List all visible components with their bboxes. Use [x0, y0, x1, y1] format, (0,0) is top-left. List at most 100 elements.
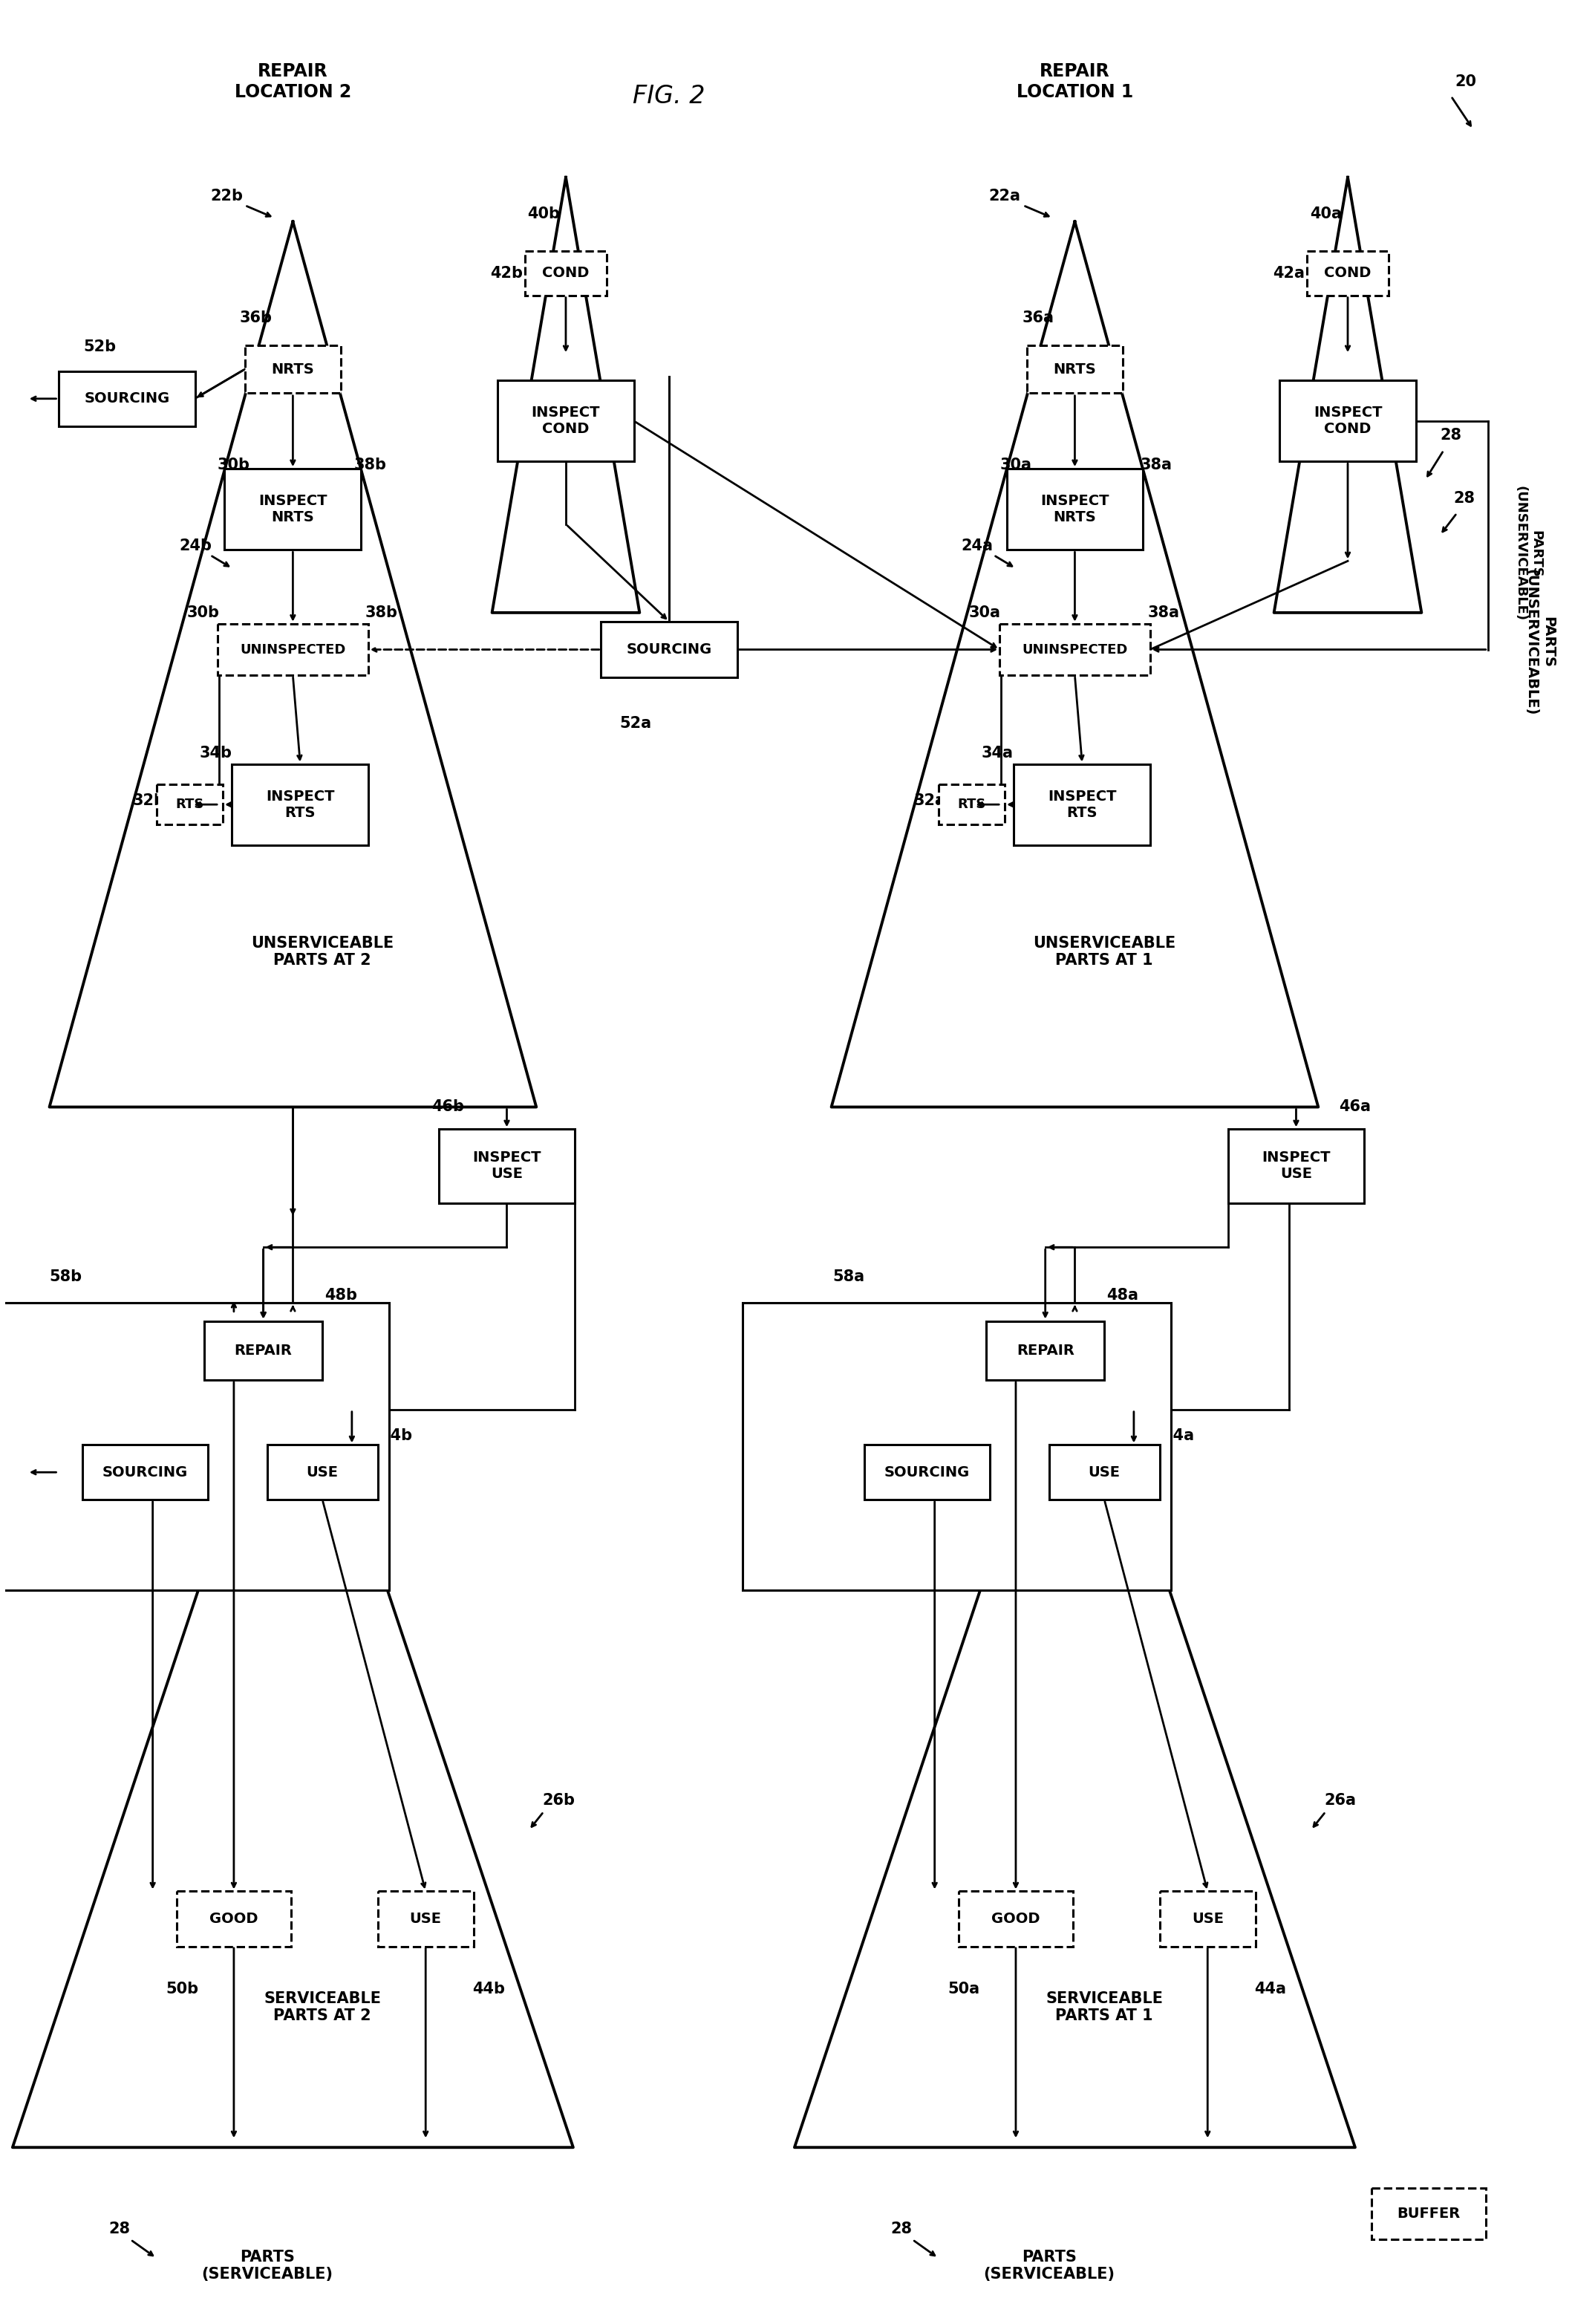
Text: PARTS
(SERVICEABLE): PARTS (SERVICEABLE) [982, 2250, 1115, 2282]
Text: 48b: 48b [324, 1287, 357, 1304]
Bar [1049, 1446, 1160, 1499]
Text: 20: 20 [1456, 74, 1476, 88]
Text: 28: 28 [1454, 490, 1475, 507]
Bar [1280, 381, 1416, 462]
Text: 56a: 56a [850, 1427, 883, 1443]
Text: NRTS: NRTS [1053, 363, 1096, 376]
Bar [377, 1892, 473, 1945]
Text: 28: 28 [1440, 428, 1462, 444]
Text: 38a: 38a [1148, 604, 1179, 621]
Text: INSPECT
RTS: INSPECT RTS [1049, 790, 1116, 820]
Text: UNSERVICEABLE
PARTS AT 1: UNSERVICEABLE PARTS AT 1 [1033, 937, 1176, 969]
Text: 34b: 34b [200, 746, 231, 760]
Bar [0, 1301, 388, 1590]
Bar [1027, 346, 1122, 393]
Bar [58, 372, 195, 425]
Bar [1006, 469, 1143, 551]
Bar [744, 1301, 1171, 1590]
Bar [83, 1446, 208, 1499]
Bar [1228, 1129, 1364, 1204]
Bar [439, 1129, 575, 1204]
Text: 26a: 26a [1324, 1794, 1357, 1808]
Text: UNINSPECTED: UNINSPECTED [241, 644, 346, 655]
Bar [225, 469, 362, 551]
Text: 54b: 54b [380, 1427, 412, 1443]
Text: UNSERVICEABLE
PARTS AT 2: UNSERVICEABLE PARTS AT 2 [252, 937, 393, 969]
Bar [233, 765, 368, 846]
Text: 32a: 32a [913, 792, 945, 809]
Text: 40b: 40b [527, 207, 560, 221]
Text: SOURCING: SOURCING [885, 1464, 970, 1480]
Text: FIG. 2: FIG. 2 [634, 84, 706, 109]
Text: INSPECT
USE: INSPECT USE [1262, 1150, 1330, 1181]
Bar [959, 1892, 1074, 1945]
Text: 52b: 52b [83, 339, 116, 356]
Text: PROCURE
OPERATION: PROCURE OPERATION [839, 1336, 934, 1367]
Text: SOURCING: SOURCING [102, 1464, 189, 1480]
Text: USE: USE [410, 1913, 442, 1927]
Text: 44b: 44b [472, 1982, 505, 1996]
Text: 30a: 30a [968, 604, 1001, 621]
Text: SOURCING: SOURCING [83, 393, 170, 407]
Bar [1000, 623, 1151, 676]
Text: 46b: 46b [431, 1099, 464, 1116]
Bar [601, 623, 737, 676]
Text: COND: COND [1324, 267, 1371, 281]
Text: USE: USE [1088, 1464, 1121, 1480]
Bar [498, 381, 634, 462]
Text: GOOD: GOOD [992, 1913, 1041, 1927]
Bar [986, 1320, 1104, 1380]
Text: 30a: 30a [1000, 458, 1031, 472]
Text: 42a: 42a [1273, 265, 1305, 281]
Text: 22b: 22b [211, 188, 242, 202]
Text: INSPECT
NRTS: INSPECT NRTS [1041, 495, 1110, 525]
Bar [217, 623, 368, 676]
Text: INSPECT
USE: INSPECT USE [473, 1150, 541, 1181]
Text: 50b: 50b [165, 1982, 198, 1996]
Bar [245, 346, 341, 393]
Text: USE: USE [307, 1464, 338, 1480]
Text: 48a: 48a [1107, 1287, 1138, 1304]
Text: 42b: 42b [490, 265, 523, 281]
Bar [938, 783, 1005, 825]
Text: INSPECT
COND: INSPECT COND [1314, 407, 1382, 437]
Text: 44a: 44a [1254, 1982, 1286, 1996]
Bar [1160, 1892, 1256, 1945]
Text: 58a: 58a [832, 1269, 865, 1285]
Text: 28: 28 [108, 2222, 130, 2236]
Text: 38b: 38b [354, 458, 387, 472]
Text: REPAIR
LOCATION 2: REPAIR LOCATION 2 [234, 63, 351, 100]
Bar [204, 1320, 322, 1380]
Text: SERVICEABLE
PARTS AT 2: SERVICEABLE PARTS AT 2 [264, 1992, 380, 2024]
Text: 28: 28 [891, 2222, 912, 2236]
Text: INSPECT
NRTS: INSPECT NRTS [258, 495, 327, 525]
Text: 22a: 22a [989, 188, 1020, 202]
Bar [1014, 765, 1151, 846]
Text: 34a: 34a [981, 746, 1014, 760]
Text: RTS: RTS [957, 797, 986, 811]
Text: 38a: 38a [1140, 458, 1171, 472]
Text: 54a: 54a [1162, 1427, 1195, 1443]
Bar [156, 783, 223, 825]
Text: 38b: 38b [365, 604, 398, 621]
Bar [0, 1301, 388, 1590]
Text: UNINSPECTED: UNINSPECTED [1022, 644, 1127, 655]
Text: USE: USE [1192, 1913, 1223, 1927]
Bar [1308, 251, 1388, 295]
Text: REPAIR: REPAIR [1017, 1343, 1074, 1357]
Text: BUFFER: BUFFER [1398, 2208, 1460, 2222]
Text: 36b: 36b [239, 309, 272, 325]
Bar [1372, 2187, 1486, 2240]
Text: 24b: 24b [179, 539, 212, 553]
Text: 30b: 30b [217, 458, 250, 472]
Text: PROCURE
OPERATION: PROCURE OPERATION [58, 1336, 151, 1367]
Text: PARTS
(SERVICEABLE): PARTS (SERVICEABLE) [201, 2250, 333, 2282]
Text: PARTS
(UNSERVICEABLE): PARTS (UNSERVICEABLE) [1514, 486, 1542, 621]
Text: 52a: 52a [619, 716, 652, 730]
Bar [525, 251, 607, 295]
Text: REPAIR
LOCATION 1: REPAIR LOCATION 1 [1017, 63, 1133, 100]
Bar [267, 1446, 377, 1499]
Text: 36a: 36a [1022, 309, 1053, 325]
Text: 32b: 32b [132, 792, 165, 809]
Text: 56b: 56b [69, 1427, 101, 1443]
